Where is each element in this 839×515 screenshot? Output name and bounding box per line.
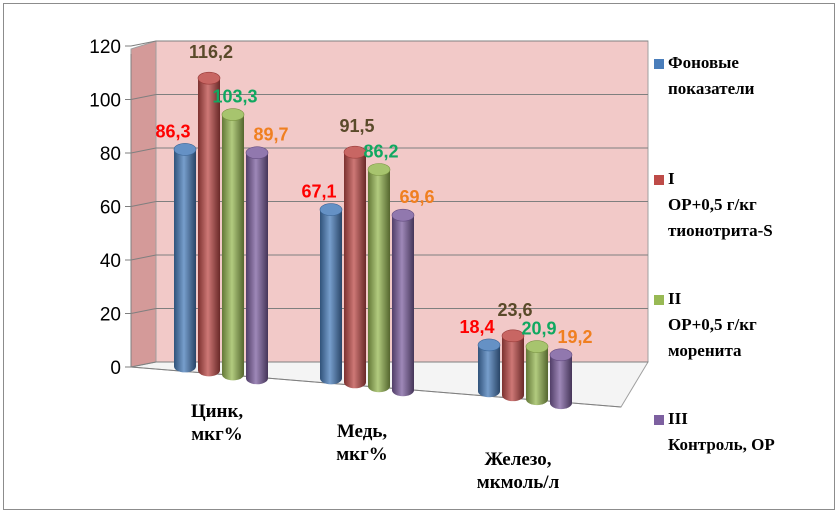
- bar-top: [549, 348, 573, 362]
- bar-body: [392, 215, 414, 397]
- gridline-side: [130, 361, 157, 368]
- legend-label: I ОР+0,5 г/кг тионотрита-S: [668, 169, 773, 240]
- bar: [391, 208, 415, 397]
- bar: [367, 163, 391, 393]
- data-label: 18,4: [459, 317, 494, 337]
- y-tick-label: 40: [100, 251, 121, 272]
- bar-body: [198, 78, 220, 377]
- data-label: 103,3: [212, 87, 257, 107]
- y-tick-label: 100: [89, 91, 121, 112]
- bar-top: [197, 71, 221, 85]
- data-label: 116,2: [189, 42, 233, 62]
- bar-body: [502, 335, 524, 402]
- bar: [245, 146, 269, 385]
- bar-top: [391, 208, 415, 222]
- bar: [319, 203, 343, 385]
- gridline-side: [130, 254, 157, 261]
- y-tick-label: 60: [100, 198, 121, 219]
- bar-chart: 0 20 40 60 80 100 120 86,3 116,2 103,3 89,7 Цинк, м…: [89, 37, 775, 493]
- bar: [343, 145, 367, 389]
- bar: [477, 338, 501, 398]
- legend-label: Фоновые показатели: [668, 53, 755, 98]
- chart-frame: 0 20 40 60 80 100 120 86,3 116,2 103,3 89,7 Цинк, м…: [3, 3, 835, 510]
- bar-body: [320, 209, 342, 385]
- data-label: 89,7: [253, 125, 288, 145]
- gridline-side: [130, 201, 157, 207]
- gridline-side: [130, 40, 157, 47]
- bar-top: [343, 145, 367, 159]
- legend-label: II ОР+0,5 г/кг моренита: [668, 289, 757, 360]
- bar: [173, 143, 197, 373]
- legend-swatch: [654, 295, 664, 305]
- data-label: 20,9: [521, 319, 556, 339]
- bar: [549, 348, 573, 410]
- bar-body: [550, 354, 572, 410]
- bar-body: [344, 152, 366, 389]
- gridline-side: [130, 94, 157, 100]
- data-label: 67,1: [301, 182, 336, 202]
- bar-body: [222, 114, 244, 381]
- bar-body: [526, 346, 548, 406]
- category-label: Железо, мкмоль/л: [477, 449, 560, 493]
- bar: [525, 340, 549, 406]
- bar-top: [367, 163, 391, 176]
- bar-top: [501, 329, 525, 343]
- bar: [197, 71, 221, 377]
- legend-swatch: [654, 59, 664, 69]
- bar-top: [173, 143, 197, 156]
- legend-swatch: [654, 415, 664, 425]
- bar-body: [478, 344, 500, 398]
- data-label: 86,2: [363, 141, 398, 161]
- legend-label: III Контроль, ОР: [668, 409, 775, 454]
- legend-swatch: [654, 175, 664, 185]
- data-label: 69,6: [399, 187, 434, 207]
- data-label: 19,2: [557, 327, 592, 347]
- bar-top: [319, 203, 343, 216]
- bar: [501, 329, 525, 402]
- bar-top: [525, 340, 549, 353]
- category-label: Медь, мкг%: [336, 421, 388, 465]
- gridline-side: [130, 308, 157, 314]
- y-tick-label: 20: [100, 305, 121, 326]
- data-label: 91,5: [339, 116, 374, 136]
- bar-body: [246, 152, 268, 385]
- gridline-side: [130, 147, 157, 154]
- data-label: 23,6: [497, 300, 532, 320]
- bar-body: [368, 169, 390, 393]
- y-tick-label: 0: [110, 358, 121, 379]
- bar: [221, 108, 245, 381]
- bar-body: [174, 149, 196, 373]
- bar-top: [221, 108, 245, 121]
- category-label: Цинк, мкг%: [191, 401, 244, 445]
- y-tick-label: 120: [89, 37, 121, 58]
- y-tick-label: 80: [100, 144, 121, 165]
- data-label: 86,3: [155, 121, 190, 141]
- bar-top: [477, 338, 501, 352]
- bar-top: [245, 146, 269, 160]
